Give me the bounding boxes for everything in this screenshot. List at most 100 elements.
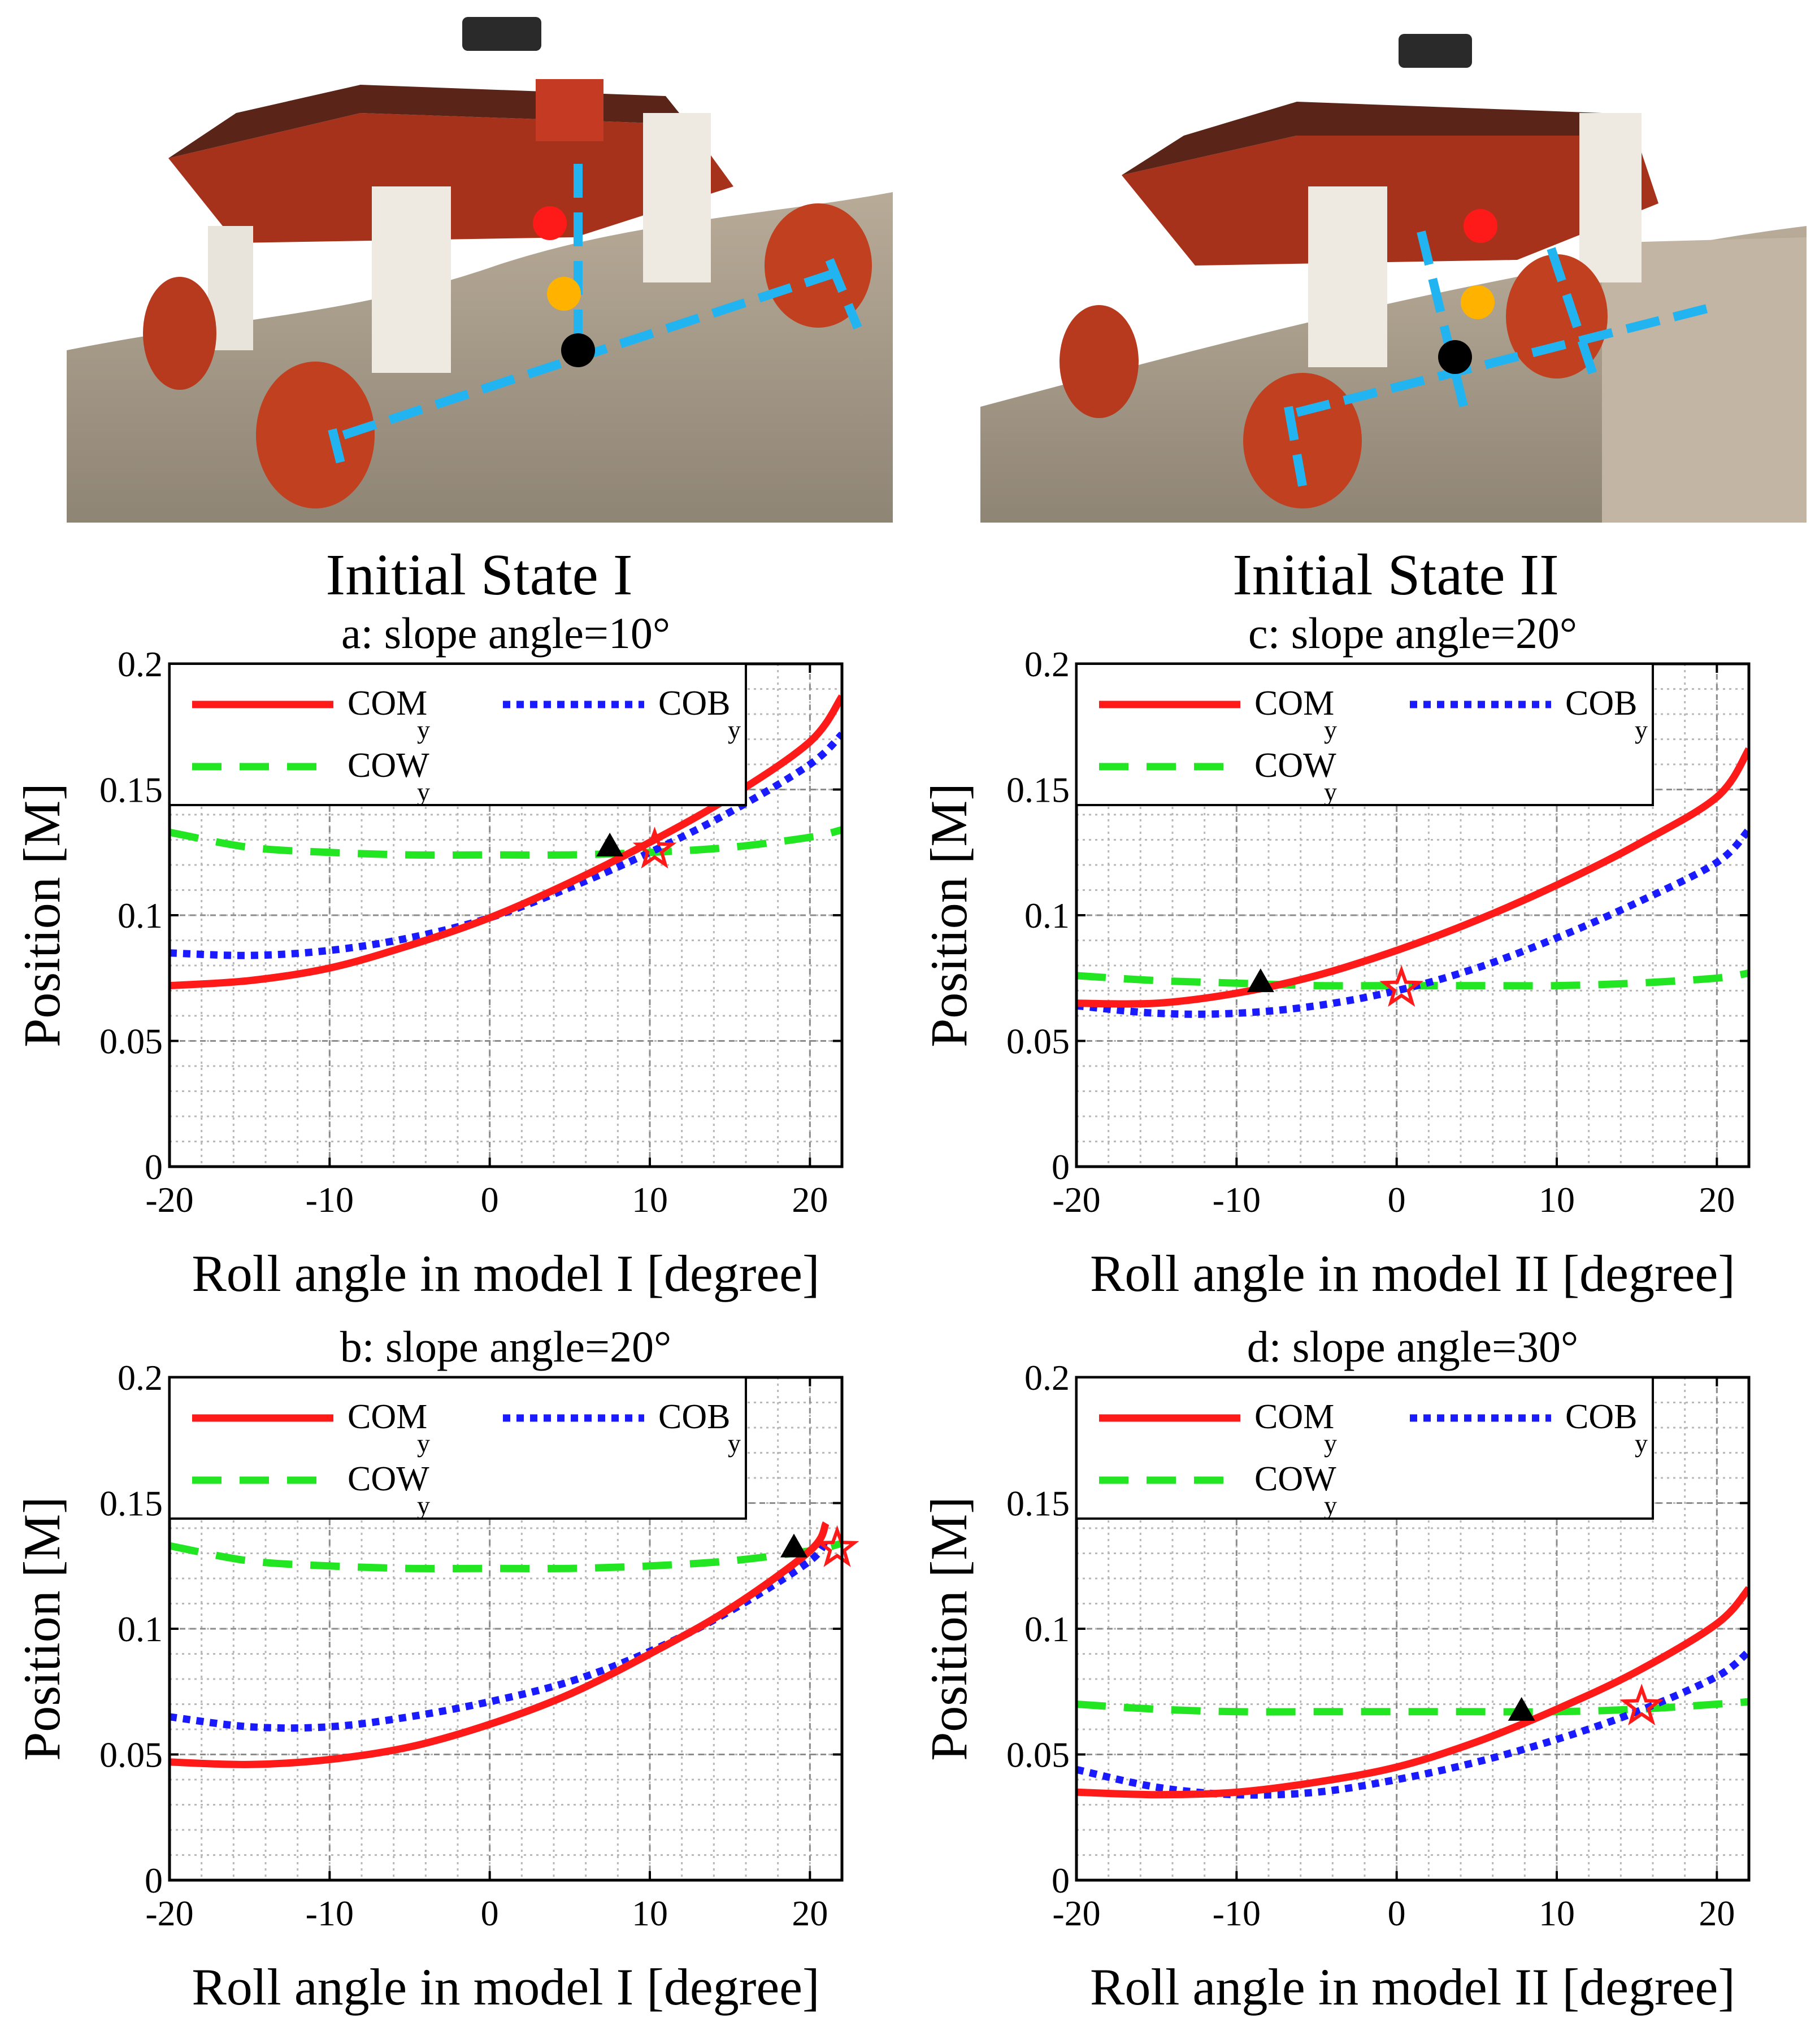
x-tick-label: 20 [792, 1180, 828, 1220]
series-group [1076, 1586, 1749, 1799]
star-marker [1619, 1684, 1664, 1726]
star-marker [632, 827, 677, 869]
com-dot [533, 206, 567, 240]
y-tick-label: 0 [145, 1860, 163, 1901]
legend-label-com: COM [1254, 1398, 1334, 1436]
x-tick-label: -20 [1052, 1893, 1100, 1933]
camera-module [1399, 34, 1472, 68]
legend-subscript-cob: y [728, 715, 741, 744]
com-dot [1464, 209, 1497, 243]
legend-label-com: COM [1254, 684, 1334, 723]
chart-c: c: slope angle=20° 0 0.05 0.1 0.15 0.2 -20 -10 0… [907, 608, 1815, 1325]
legend-box [1075, 663, 1654, 806]
series-line-com [170, 1521, 830, 1768]
legend-box [1075, 1376, 1654, 1520]
x-tick-label: 10 [1539, 1180, 1575, 1220]
rover-leg [1579, 113, 1642, 282]
y-tick-label: 0 [145, 1147, 163, 1187]
rover-wheel [1243, 373, 1362, 508]
rover-photo-state-1 [67, 0, 893, 523]
series-line-com [1076, 747, 1749, 1008]
x-tick-label: -20 [145, 1180, 193, 1220]
legend-label-cow: COW [1254, 1460, 1336, 1498]
series-line-cob [1076, 1648, 1749, 1799]
rover-leg [643, 113, 711, 282]
x-tick-label: -10 [306, 1893, 354, 1933]
y-tick-label: 0 [1052, 1147, 1070, 1187]
chart-b-svg: b: slope angle=20° 0 0.05 0.1 0.15 0.2 -20 -10 0… [13, 1322, 859, 2016]
x-tick-label: 10 [632, 1893, 668, 1933]
cow-dot [561, 333, 595, 367]
legend-subscript-cob: y [1635, 1429, 1648, 1458]
x-tick-label: 20 [1699, 1180, 1735, 1220]
x-tick-label: -10 [1213, 1180, 1261, 1220]
rover-leg [1308, 186, 1387, 367]
y-tick-label: 0.15 [99, 770, 163, 810]
x-tick-label: 0 [481, 1180, 499, 1220]
x-tick-label: -20 [1052, 1180, 1100, 1220]
series-line-cob [170, 731, 842, 959]
y-tick-label: 0.2 [1024, 644, 1070, 684]
x-axis-label: Roll angle in model II [degree] [1090, 1245, 1735, 1302]
legend-label-cob: COB [1565, 1398, 1637, 1436]
x-tick-label: 10 [632, 1180, 668, 1220]
y-tick-label: 0.15 [1006, 1484, 1070, 1524]
x-tick-label: -10 [1213, 1893, 1261, 1933]
y-tick-label: 0.1 [118, 1609, 163, 1649]
rover-photo-state-2 [980, 0, 1807, 523]
chart-a-svg: a: slope angle=10° 0 0.05 0.1 0.15 0.2 -20 -10 0… [13, 608, 844, 1302]
legend-box [168, 1376, 747, 1520]
legend-subscript-cow: y [417, 1491, 430, 1520]
legend-label-cow: COW [1254, 746, 1336, 785]
series-line-cob [170, 1536, 830, 1732]
legend-subscript-com: y [417, 1429, 430, 1458]
x-axis-label: Roll angle in model I [degree] [192, 1245, 819, 1302]
x-tick-label: 20 [792, 1893, 828, 1933]
series-line-com [1076, 1586, 1749, 1799]
chart-title: b: slope angle=20° [340, 1322, 671, 1371]
rover-body [1122, 136, 1658, 266]
x-tick-label: 0 [1388, 1180, 1406, 1220]
legend-label-cow: COW [348, 746, 429, 785]
series-line-com [170, 694, 842, 990]
x-tick-label: 20 [1699, 1893, 1735, 1933]
legend-subscript-cow: y [417, 777, 430, 806]
series-line-cow [170, 1539, 842, 1573]
chart-c-svg: c: slope angle=20° 0 0.05 0.1 0.15 0.2 -20 -10 0… [920, 608, 1751, 1302]
frame-axes [1284, 231, 1722, 487]
x-tick-label: 0 [1388, 1893, 1406, 1933]
y-axis-label: Position [M] [13, 783, 71, 1047]
rover-wheel [256, 362, 375, 508]
x-axis-label: Roll angle in model II [degree] [1090, 1958, 1735, 2016]
series-line-cob [1076, 827, 1749, 1018]
chart-d-svg: d: slope angle=30° 0 0.05 0.1 0.15 0.2 -20 -10 0… [920, 1322, 1751, 2016]
legend-label-cob: COB [658, 1398, 730, 1436]
series-group [1076, 747, 1749, 1018]
legend-subscript-com: y [1324, 715, 1337, 744]
rover-body [168, 113, 733, 243]
legend-label-cob: COB [658, 684, 730, 723]
state-title-2: Initial State II [1232, 542, 1559, 607]
y-tick-label: 0.05 [99, 1735, 163, 1775]
x-tick-label: -20 [145, 1893, 193, 1933]
legend-subscript-cob: y [728, 1429, 741, 1458]
triangle-marker [596, 832, 624, 856]
y-tick-label: 0.05 [1006, 1735, 1070, 1775]
x-tick-label: -10 [306, 1180, 354, 1220]
series-line-cow [1076, 969, 1749, 990]
cob-dot [1461, 285, 1495, 319]
triangle-marker [1247, 968, 1274, 993]
legend-label-cob: COB [1565, 684, 1637, 723]
y-tick-label: 0.15 [99, 1484, 163, 1524]
x-tick-label: 10 [1539, 1893, 1575, 1933]
rover-wheel [1060, 305, 1139, 418]
y-tick-label: 0.2 [1024, 1358, 1070, 1398]
x-tick-label: 0 [481, 1893, 499, 1933]
y-tick-label: 0.05 [99, 1021, 163, 1062]
x-axis-label: Roll angle in model I [degree] [192, 1958, 819, 2016]
legend-subscript-com: y [1324, 1429, 1337, 1458]
